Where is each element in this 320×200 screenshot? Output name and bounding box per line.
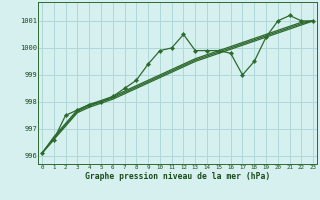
X-axis label: Graphe pression niveau de la mer (hPa): Graphe pression niveau de la mer (hPa) xyxy=(85,172,270,181)
